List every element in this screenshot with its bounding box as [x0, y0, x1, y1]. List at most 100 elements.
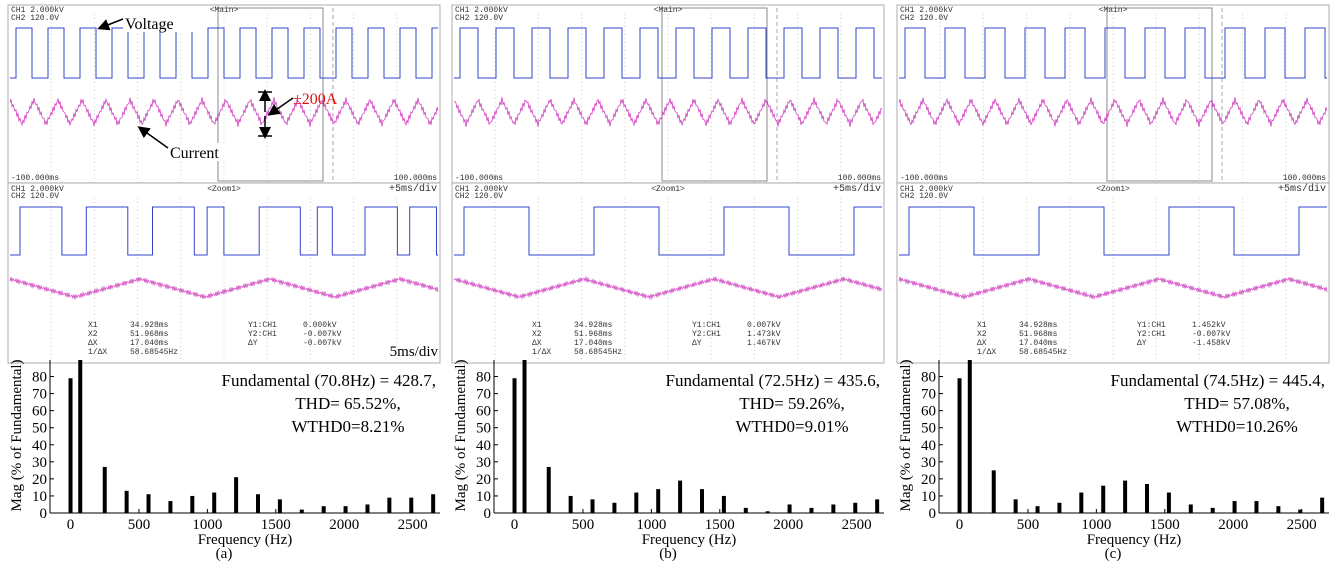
bar [700, 489, 704, 513]
y-tick-label: 60 [921, 404, 936, 420]
panel-label: (c) [1105, 546, 1122, 562]
cursor-name: ΔY [248, 339, 258, 348]
time-div: 5ms/div [390, 344, 439, 360]
bar [569, 496, 573, 513]
cursor-value: 58.68545Hz [1019, 348, 1067, 357]
x-tick-label: 2000 [1218, 517, 1248, 533]
annotation: THD= 57.08%, [1184, 394, 1289, 413]
time-left: -100.000ms [11, 174, 59, 183]
cursor-name: Y2:CH1 [1137, 330, 1166, 339]
cursor-value: 17.040ms [130, 339, 169, 348]
cursor-name: ΔX [532, 339, 542, 348]
bar [1320, 498, 1324, 513]
annotation: THD= 65.52%, [295, 394, 400, 413]
bar [190, 496, 194, 513]
x-tick-label: 500 [572, 517, 595, 533]
y-tick-label: 50 [921, 421, 936, 437]
x-tick-label: 500 [1017, 517, 1040, 533]
main-label: <Main> [654, 6, 683, 15]
cursor-value: 17.040ms [574, 339, 613, 348]
cursor-value: 51.968ms [1019, 330, 1058, 339]
bar [591, 499, 595, 513]
x-tick-label: 1500 [705, 517, 735, 533]
y-tick-label: 20 [32, 472, 47, 488]
y-tick-label: 80 [476, 370, 491, 386]
zoom-scale: +5ms/div [389, 183, 437, 195]
cursor-value: 1.467kV [747, 339, 781, 348]
x-axis-label: Frequency (Hz) [1087, 532, 1182, 548]
bar [1057, 503, 1061, 513]
channel-2: CH2 120.0V [900, 14, 948, 23]
y-tick-label: 80 [32, 370, 47, 386]
channel-2: CH2 120.0V [11, 192, 59, 201]
zoom-scale: +5ms/div [833, 183, 881, 195]
bar [875, 499, 879, 513]
channel-2: CH2 120.0V [900, 192, 948, 201]
y-tick-label: 60 [476, 404, 491, 420]
cursor-name: 1/ΔX [88, 348, 107, 357]
y-tick-label: 50 [476, 421, 491, 437]
channel-2: CH2 120.0V [11, 14, 59, 23]
x-tick-label: 2500 [1287, 517, 1317, 533]
bar [968, 342, 972, 513]
y-tick-label: 10 [921, 489, 936, 505]
bar [1167, 493, 1171, 513]
x-tick-label: 0 [511, 517, 519, 533]
y-tick-label: 30 [32, 455, 47, 471]
bar [234, 477, 238, 513]
cursor-value: 58.68545Hz [130, 348, 178, 357]
y-axis-label: Mag (% of Fundamental) [898, 359, 914, 511]
y-tick-label: 10 [476, 489, 491, 505]
y-tick-label: 70 [921, 387, 936, 403]
bar [125, 491, 129, 513]
bar [1189, 504, 1193, 513]
cursor-name: X2 [532, 330, 542, 339]
y-tick-label: 30 [921, 455, 936, 471]
bar [431, 494, 435, 513]
y-tick-label: 20 [921, 472, 936, 488]
voltage-label: Voltage [125, 16, 174, 33]
bar [809, 508, 813, 513]
annotation: WTHD0=8.21% [292, 417, 405, 436]
bar [1233, 501, 1237, 513]
cursor-name: Y2:CH1 [692, 330, 721, 339]
x-axis-label: Frequency (Hz) [642, 532, 737, 548]
y-tick-label: 0 [929, 506, 937, 522]
time-left: -100.000ms [900, 174, 948, 183]
y-tick-label: 60 [32, 404, 47, 420]
x-tick-label: 1000 [636, 517, 666, 533]
bar [1145, 484, 1149, 513]
bar [958, 378, 962, 513]
annotation: WTHD0=9.01% [736, 417, 849, 436]
y-tick-label: 70 [32, 387, 47, 403]
zoom-scale: +5ms/div [1278, 183, 1326, 195]
bar [168, 501, 172, 513]
cursor-value: -0.007kV [303, 330, 342, 339]
cursor-name: Y2:CH1 [248, 330, 277, 339]
cursor-value: 51.968ms [130, 330, 169, 339]
cursor-name: ΔY [692, 339, 702, 348]
cursor-name: ΔX [977, 339, 987, 348]
bar [78, 342, 82, 513]
bar [1101, 486, 1105, 513]
y-axis-label: Mag (% of Fundamental) [453, 359, 469, 511]
time-right: 100.000ms [838, 174, 881, 183]
main-label: <Main> [1099, 6, 1128, 15]
bar [1036, 506, 1040, 513]
bar [1123, 481, 1127, 513]
x-tick-label: 2500 [842, 517, 872, 533]
cursor-value: 34.928ms [1019, 321, 1058, 330]
y-tick-label: 40 [476, 438, 491, 454]
y-tick-label: 70 [476, 387, 491, 403]
zoom-label: <Zoom1> [207, 185, 241, 194]
bar [722, 496, 726, 513]
figure: CH1 2.000kVCH2 120.0V<Main>-100.000ms100… [0, 0, 1333, 566]
cursor-name: Y1:CH1 [1137, 321, 1166, 330]
channel-2: CH2 120.0V [455, 14, 503, 23]
panel: CH1 2.000kVCH2 120.0V<Main>-100.000ms100… [897, 5, 1329, 562]
bar [409, 498, 413, 513]
y-tick-label: 80 [921, 370, 936, 386]
x-tick-label: 0 [956, 517, 964, 533]
bar [69, 378, 73, 513]
bar [344, 506, 348, 513]
